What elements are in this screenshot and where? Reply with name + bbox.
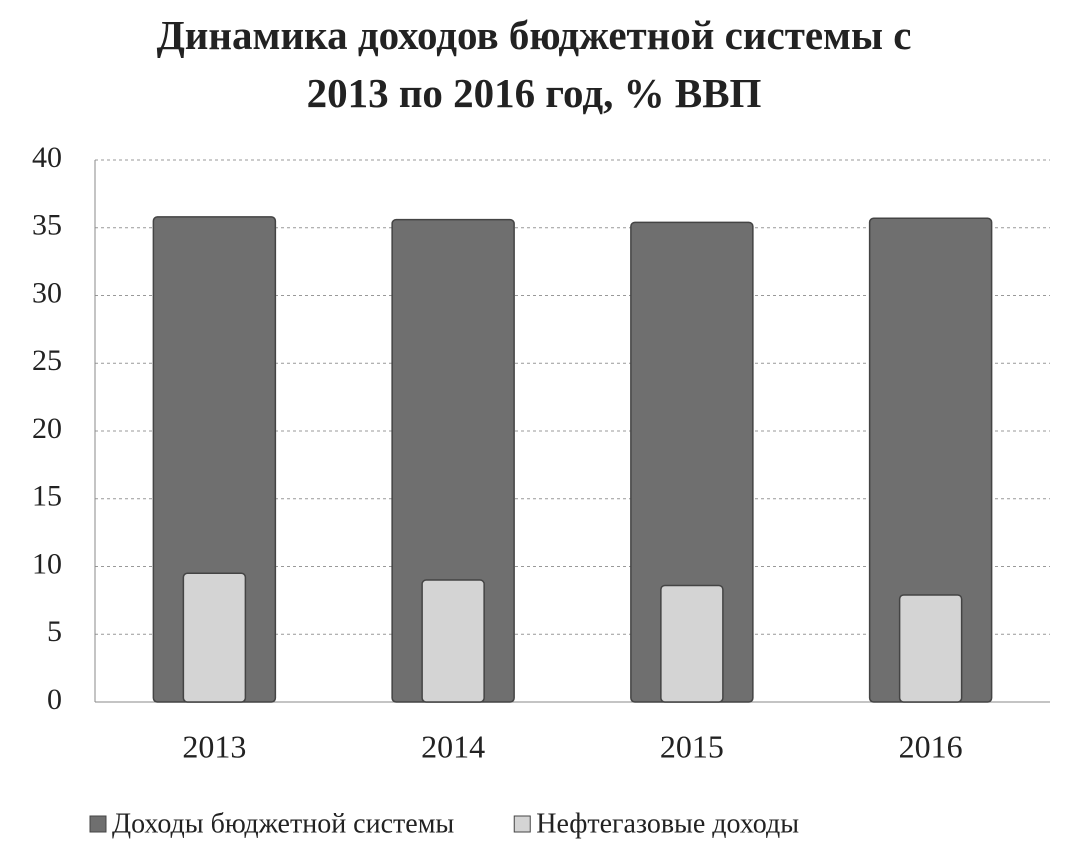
chart-title: Динамика доходов бюджетной системы с 201…: [156, 12, 912, 116]
y-tick-label: 25: [32, 344, 62, 377]
x-tick-label: 2016: [899, 728, 963, 764]
x-tick-label: 2014: [421, 728, 485, 764]
y-tick-label: 15: [32, 480, 62, 513]
y-tick-label: 5: [47, 615, 62, 648]
bar: [898, 594, 963, 703]
x-tick-label: 2013: [182, 728, 246, 764]
y-tick-label: 0: [47, 683, 62, 716]
bar: [421, 579, 485, 703]
bar: [182, 572, 247, 703]
legend-swatch: [89, 815, 107, 833]
y-tick-label: 20: [32, 412, 62, 445]
bar: [660, 584, 724, 703]
legend-label: Доходы бюджетной системы: [112, 808, 454, 839]
y-tick-label: 30: [32, 276, 62, 309]
y-tick-label: 35: [32, 209, 62, 242]
y-tick-label: 40: [32, 141, 62, 174]
y-tick-label: 10: [32, 547, 62, 580]
x-tick-label: 2015: [660, 728, 724, 764]
legend-swatch: [513, 815, 531, 833]
legend-label: Нефтегазовые доходы: [536, 808, 799, 839]
